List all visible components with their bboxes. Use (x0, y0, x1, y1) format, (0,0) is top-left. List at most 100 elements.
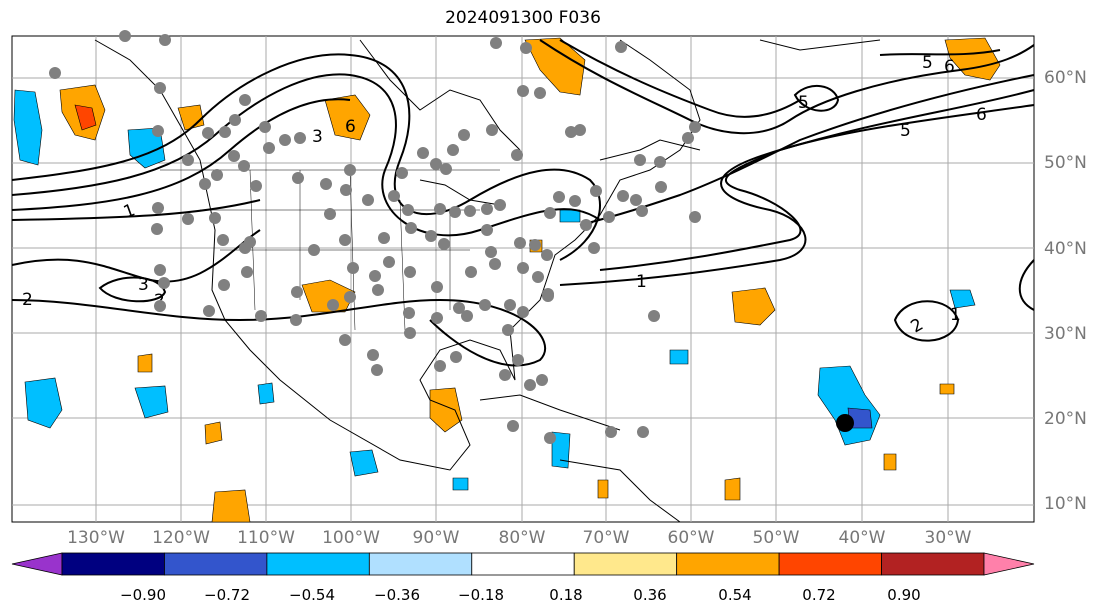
contour (559, 39, 801, 118)
station-dot (154, 264, 166, 276)
station-dot (504, 299, 516, 311)
station-dot (159, 34, 171, 46)
station-dot (340, 184, 352, 196)
lat-label: 30°N (1044, 324, 1087, 344)
station-dot (544, 207, 556, 219)
station-dot (534, 87, 546, 99)
contour-label: 2 (22, 290, 33, 310)
anomaly-area (324, 94, 371, 141)
contour (11, 98, 351, 211)
station-dot (259, 121, 271, 133)
station-dot (255, 310, 267, 322)
station-dot (250, 180, 262, 192)
station-dot (344, 291, 356, 303)
station-dot (605, 426, 617, 438)
station-dot (536, 374, 548, 386)
station-dot (199, 178, 211, 190)
station-dot (119, 30, 131, 42)
station-dot (417, 147, 429, 159)
storm-center-marker (836, 414, 854, 432)
station-dot (218, 279, 230, 291)
station-dot (291, 286, 303, 298)
station-dot (569, 195, 581, 207)
station-dot (238, 160, 250, 172)
station-dot (339, 234, 351, 246)
station-dot (151, 223, 163, 235)
lat-label: 10°N (1044, 494, 1087, 514)
station-dot (450, 351, 462, 363)
anomaly-area (429, 387, 463, 433)
station-dot (152, 202, 164, 214)
contour (879, 49, 1001, 56)
station-dot (479, 299, 491, 311)
station-dot (485, 246, 497, 258)
anomaly-area (24, 377, 63, 429)
anomaly-area (597, 479, 609, 499)
contour-label: 6 (976, 105, 987, 125)
station-dot (682, 132, 694, 144)
station-dot (229, 114, 241, 126)
colorbar-tick-label: −0.18 (458, 586, 504, 604)
anomaly-area (939, 383, 955, 395)
station-dot (464, 205, 476, 217)
colorbar-tick-label: 0.72 (802, 586, 836, 604)
colorbar-tick-label: −0.54 (289, 586, 335, 604)
station-dot (434, 360, 446, 372)
station-dot (241, 266, 253, 278)
station-dot (290, 314, 302, 326)
station-dot (347, 262, 359, 274)
map-title: 2024091300 F036 (445, 8, 601, 28)
station-dot (481, 203, 493, 215)
anomaly-area (211, 489, 251, 523)
station-dot (524, 379, 536, 391)
contour (98, 276, 167, 303)
colorbar-extend-high (983, 552, 1035, 576)
lon-label: 50°W (752, 528, 800, 548)
station-dot (512, 354, 524, 366)
station-dot (648, 310, 660, 322)
contour (599, 89, 1035, 271)
colorbar-segment (61, 552, 165, 576)
station-dot (372, 284, 384, 296)
contour (893, 300, 960, 342)
station-dot (369, 270, 381, 282)
coastlines (94, 39, 881, 523)
anomaly-area (204, 421, 223, 445)
station-dot (499, 369, 511, 381)
colorbar-segment (266, 552, 370, 576)
anomaly-area (134, 385, 169, 419)
colorbar-tick-label: 0.90 (887, 586, 921, 604)
station-dot (544, 432, 556, 444)
anomaly-area (731, 287, 776, 326)
anomaly-area (524, 37, 586, 96)
anomaly-area (257, 382, 275, 405)
station-dot (494, 199, 506, 211)
station-dot (588, 242, 600, 254)
station-dot (603, 211, 615, 223)
lon-label: 100°W (322, 528, 380, 548)
anomaly-area (13, 89, 43, 166)
lon-label: 40°W (838, 528, 886, 548)
lon-label: 110°W (237, 528, 295, 548)
station-dot (425, 230, 437, 242)
lon-label: 60°W (667, 528, 715, 548)
anomaly-area (944, 37, 1001, 81)
contour (539, 39, 1035, 135)
station-dot (553, 191, 565, 203)
station-dot (689, 211, 701, 223)
station-dot (434, 203, 446, 215)
station-dot (279, 134, 291, 146)
station-dot (590, 185, 602, 197)
station-dot (308, 244, 320, 256)
shaded-anomalies (13, 37, 1001, 523)
station-dot (388, 190, 400, 202)
contour (11, 199, 261, 221)
station-dot (239, 94, 251, 106)
colorbar-tick-label: −0.90 (120, 586, 166, 604)
station-dot (637, 426, 649, 438)
station-dot (49, 67, 61, 79)
contour-label: 5 (798, 93, 809, 113)
station-dot (458, 129, 470, 141)
station-dot (654, 156, 666, 168)
